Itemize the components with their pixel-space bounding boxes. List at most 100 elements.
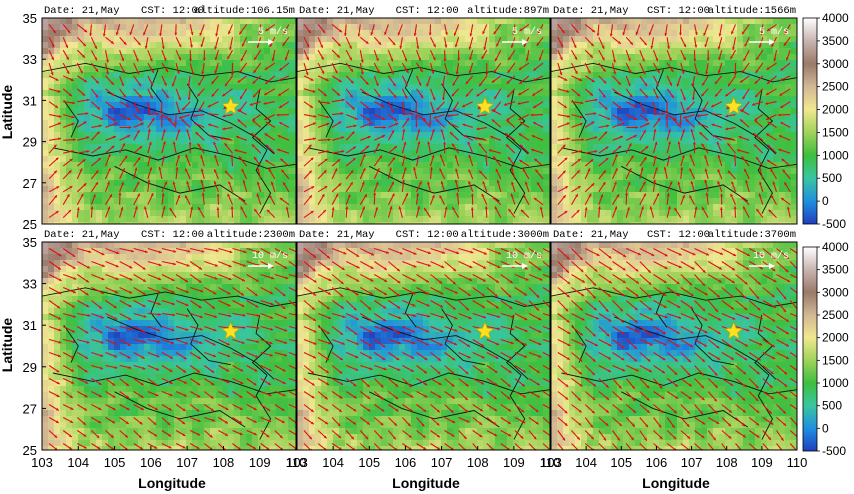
wind-vector-head (716, 345, 720, 349)
wind-vector-head (427, 251, 431, 255)
wind-vector-head (686, 107, 690, 111)
wind-vector-head (662, 331, 666, 334)
wind-vector-head (68, 93, 72, 97)
x-tick-label: 105 (104, 455, 126, 470)
wind-vector-head (481, 343, 485, 347)
wind-vector-head (539, 206, 543, 210)
wind-vector-head (588, 193, 592, 197)
wind-vector-head (107, 181, 110, 185)
wind-vector-head (418, 181, 422, 185)
wind-vector-head (754, 144, 757, 148)
wind-vector-head (463, 135, 467, 138)
wind-vector-head (782, 169, 786, 173)
wind-vector-head (773, 58, 777, 62)
wind-vector-head (588, 70, 591, 74)
wind-vector-head (493, 69, 497, 73)
wind-vector-head (534, 158, 538, 162)
wind-vector-head (603, 170, 606, 174)
wind-vector-head (698, 122, 702, 126)
wind-vector-head (326, 255, 330, 259)
boundary-line (150, 293, 163, 328)
wind-vector-head (467, 293, 471, 296)
wind-vector-head (718, 279, 722, 283)
boundary-line (655, 69, 668, 103)
wind-vector-head (688, 383, 692, 387)
wind-vector-head (563, 105, 567, 108)
wind-vector-head (441, 83, 445, 87)
wind-vector-head (609, 33, 613, 37)
wind-vector-head (238, 447, 241, 450)
wind-vector-head (445, 72, 449, 75)
wind-vector-head (351, 106, 355, 110)
wind-vector-head (355, 342, 359, 345)
wind-vector-head (115, 32, 119, 36)
wind-vector-head (637, 252, 641, 256)
wind-vector-head (533, 122, 537, 125)
wind-vector-head (581, 293, 585, 297)
wind-vector-head (537, 182, 540, 186)
wind-vector-head (143, 32, 146, 36)
wind-vector-head (239, 420, 242, 424)
wind-vector-head (326, 357, 329, 360)
boundary-line (754, 90, 774, 214)
wind-vector-head (228, 314, 232, 318)
wind-vector-head (643, 157, 647, 161)
wind-vector-head (581, 279, 585, 283)
wind-vector-head (367, 396, 371, 399)
wind-vector-head (648, 294, 652, 298)
wind-vector-head (596, 33, 600, 36)
wind-vector-head (123, 94, 126, 98)
wind-vector-head (693, 58, 697, 62)
x-tick-label: 106 (140, 455, 162, 470)
wind-vector-head (115, 264, 119, 268)
wind-vector-head (341, 98, 345, 102)
wind-vector-head (725, 93, 729, 97)
wind-vector-head (71, 122, 75, 126)
wind-vector-head (182, 408, 186, 411)
wind-vector-head (538, 57, 542, 61)
wind-vector-head (622, 368, 626, 372)
wind-vector-head (95, 94, 98, 98)
location-star-marker (724, 321, 744, 340)
wind-vector-head (579, 78, 582, 81)
wind-vector-head (198, 82, 201, 86)
wind-vector-head (149, 58, 153, 62)
wind-vector-head (618, 105, 622, 109)
wind-vector-head (633, 410, 636, 413)
wind-vector-head (392, 42, 396, 46)
wind-vector-head (120, 207, 124, 211)
x-tick-label: 107 (681, 455, 703, 470)
wind-vector-head (579, 122, 583, 126)
wind-vector-head (581, 343, 585, 346)
wind-vector-head (323, 93, 327, 97)
wind-vector-head (325, 150, 329, 153)
wind-vector (707, 443, 715, 450)
wind-vector-head (594, 150, 598, 153)
wind-vector-head (702, 269, 706, 273)
wind-vector-head (226, 380, 230, 384)
wind-vector-head (687, 372, 691, 376)
wind-vector-head (324, 158, 328, 162)
wind-vector-head (414, 110, 418, 114)
wind-vector-head (69, 158, 73, 162)
wind-vector-head (270, 316, 273, 319)
wind-vector-head (564, 372, 568, 376)
wind-vector-head (222, 114, 226, 118)
wind-vector-head (602, 94, 606, 98)
wind-vector-head (253, 70, 257, 73)
wind-vector-head (728, 423, 731, 427)
wind-vector-head (356, 279, 360, 282)
wind-vector-head (201, 192, 205, 196)
wind-vector-head (579, 115, 583, 119)
wind-vector-head (784, 383, 788, 387)
wind-vector-head (370, 266, 374, 269)
wind-vector-head (112, 407, 116, 410)
wind-vector-head (177, 195, 181, 198)
wind-vector-head (194, 122, 198, 126)
wind-vector-head (138, 83, 141, 87)
wind-vector-head (730, 357, 734, 360)
wind-vector-head (482, 181, 486, 185)
wind-vector-head (253, 382, 257, 386)
boundary-line (571, 100, 587, 138)
